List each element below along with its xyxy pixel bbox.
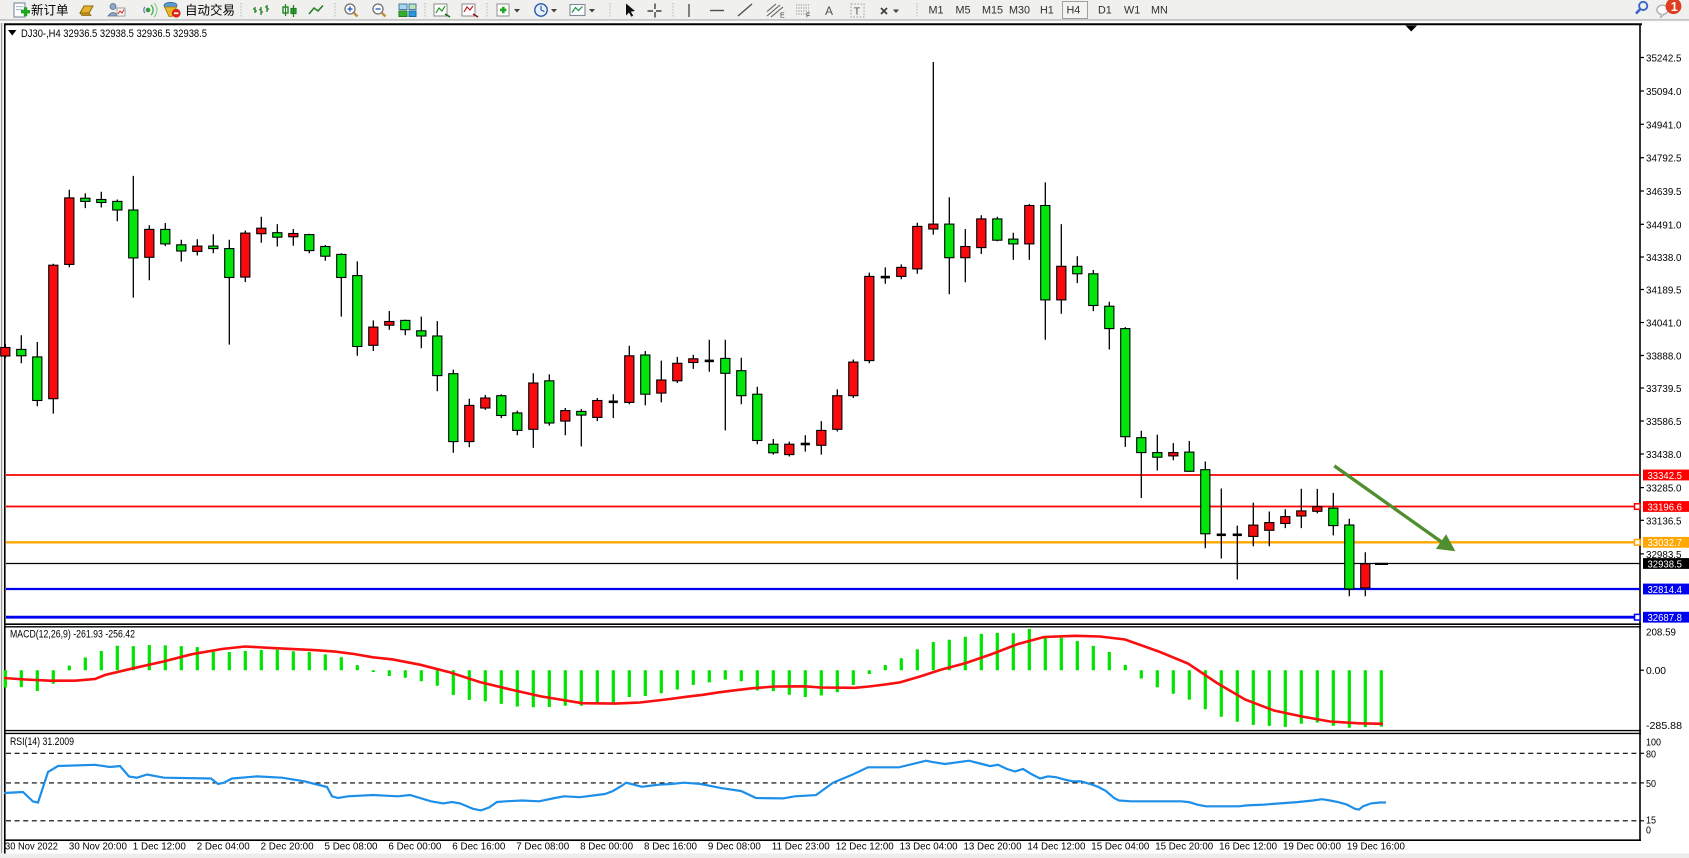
svg-text:自动交易: 自动交易	[185, 3, 235, 18]
svg-text:16 Dec 12:00: 16 Dec 12:00	[1219, 841, 1277, 853]
svg-text:34041.0: 34041.0	[1646, 319, 1682, 330]
svg-text:0: 0	[1646, 826, 1651, 837]
svg-text:A: A	[825, 4, 833, 18]
svg-text:9 Dec 08:00: 9 Dec 08:00	[708, 841, 761, 853]
svg-text:E: E	[780, 13, 785, 20]
svg-text:30 Nov 20:00: 30 Nov 20:00	[69, 841, 127, 853]
svg-text:208.59: 208.59	[1646, 628, 1676, 639]
svg-text:M15: M15	[982, 5, 1003, 17]
svg-text:15 Dec 20:00: 15 Dec 20:00	[1155, 841, 1213, 853]
svg-text:30 Nov 2022: 30 Nov 2022	[5, 841, 58, 853]
svg-text:32814.4: 32814.4	[1648, 585, 1683, 596]
svg-text:32938.5: 32938.5	[1648, 559, 1683, 570]
svg-text:13 Dec 20:00: 13 Dec 20:00	[964, 841, 1022, 853]
svg-text:32983.5: 32983.5	[1646, 550, 1682, 561]
svg-text:33586.5: 33586.5	[1646, 417, 1682, 428]
svg-text:M1: M1	[929, 5, 944, 17]
svg-text:RSI(14) 31.2009: RSI(14) 31.2009	[10, 736, 74, 748]
svg-text:34189.5: 34189.5	[1646, 286, 1682, 297]
svg-text:H1: H1	[1040, 5, 1054, 17]
svg-text:35094.0: 35094.0	[1646, 87, 1682, 98]
svg-text:MN: MN	[1151, 5, 1168, 17]
svg-text:新订单: 新订单	[31, 3, 69, 18]
svg-text:11 Dec 23:00: 11 Dec 23:00	[772, 841, 830, 853]
svg-text:2 Dec 20:00: 2 Dec 20:00	[261, 841, 314, 853]
svg-text:DJ30-,H4 32936.5 32938.5 3293: DJ30-,H4 32936.5 32938.5 32936.5 32938.5	[21, 28, 207, 40]
svg-text:M5: M5	[956, 5, 971, 17]
svg-text:80: 80	[1646, 749, 1656, 760]
svg-text:19 Dec 00:00: 19 Dec 00:00	[1283, 841, 1341, 853]
svg-text:100: 100	[1646, 737, 1661, 748]
svg-text:34941.0: 34941.0	[1646, 120, 1682, 131]
svg-text:12 Dec 12:00: 12 Dec 12:00	[836, 841, 894, 853]
svg-text:33739.5: 33739.5	[1646, 384, 1682, 395]
svg-text:33136.5: 33136.5	[1646, 516, 1682, 527]
svg-text:MACD(12,26,9) -261.93 -256.42: MACD(12,26,9) -261.93 -256.42	[10, 629, 135, 641]
svg-text:D1: D1	[1098, 5, 1112, 17]
svg-text:35242.5: 35242.5	[1646, 54, 1682, 65]
svg-text:32687.8: 32687.8	[1648, 613, 1683, 624]
svg-text:33888.0: 33888.0	[1646, 352, 1682, 363]
svg-text:34338.0: 34338.0	[1646, 253, 1682, 264]
svg-text:8 Dec 16:00: 8 Dec 16:00	[644, 841, 697, 853]
svg-text:H4: H4	[1067, 5, 1081, 17]
svg-text:M30: M30	[1009, 5, 1030, 17]
svg-text:33342.5: 33342.5	[1648, 471, 1683, 482]
svg-text:6 Dec 00:00: 6 Dec 00:00	[388, 841, 441, 853]
svg-text:33196.6: 33196.6	[1648, 502, 1683, 513]
svg-text:0.00: 0.00	[1646, 666, 1666, 677]
svg-text:6 Dec 16:00: 6 Dec 16:00	[452, 841, 505, 853]
svg-text:33438.0: 33438.0	[1646, 450, 1682, 461]
svg-text:5 Dec 08:00: 5 Dec 08:00	[325, 841, 378, 853]
svg-text:2 Dec 04:00: 2 Dec 04:00	[197, 841, 250, 853]
svg-text:14 Dec 12:00: 14 Dec 12:00	[1027, 841, 1085, 853]
svg-text:7 Dec 08:00: 7 Dec 08:00	[516, 841, 569, 853]
svg-text:13 Dec 04:00: 13 Dec 04:00	[900, 841, 958, 853]
svg-text:15: 15	[1646, 815, 1656, 826]
svg-text:15 Dec 04:00: 15 Dec 04:00	[1091, 841, 1149, 853]
svg-text:19 Dec 16:00: 19 Dec 16:00	[1347, 841, 1405, 853]
svg-text:F: F	[806, 13, 810, 20]
svg-text:33032.7: 33032.7	[1648, 538, 1683, 549]
svg-text:34639.5: 34639.5	[1646, 187, 1682, 198]
svg-text:W1: W1	[1124, 5, 1140, 17]
svg-text:1: 1	[1671, 0, 1678, 14]
svg-text:33285.0: 33285.0	[1646, 484, 1682, 495]
svg-text:T: T	[854, 6, 861, 18]
svg-text:8 Dec 00:00: 8 Dec 00:00	[580, 841, 633, 853]
svg-text:34491.0: 34491.0	[1646, 220, 1682, 231]
svg-text:34792.5: 34792.5	[1646, 154, 1682, 165]
svg-text:-285.88: -285.88	[1646, 721, 1682, 732]
svg-text:50: 50	[1646, 779, 1656, 790]
svg-text:1 Dec 12:00: 1 Dec 12:00	[133, 841, 186, 853]
